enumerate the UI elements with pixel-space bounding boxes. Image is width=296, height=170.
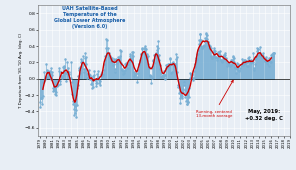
Text: Running, centered
13-month average: Running, centered 13-month average bbox=[196, 80, 233, 118]
Text: May, 2019:
+0.32 deg. C: May, 2019: +0.32 deg. C bbox=[245, 109, 283, 121]
Text: UAH Satellite-Based
Temperature of the
Global Lower Atmosphere
(Version 6.0): UAH Satellite-Based Temperature of the G… bbox=[54, 6, 126, 29]
Y-axis label: T Departure from '81-'10 Avg. (deg. C): T Departure from '81-'10 Avg. (deg. C) bbox=[19, 33, 23, 108]
